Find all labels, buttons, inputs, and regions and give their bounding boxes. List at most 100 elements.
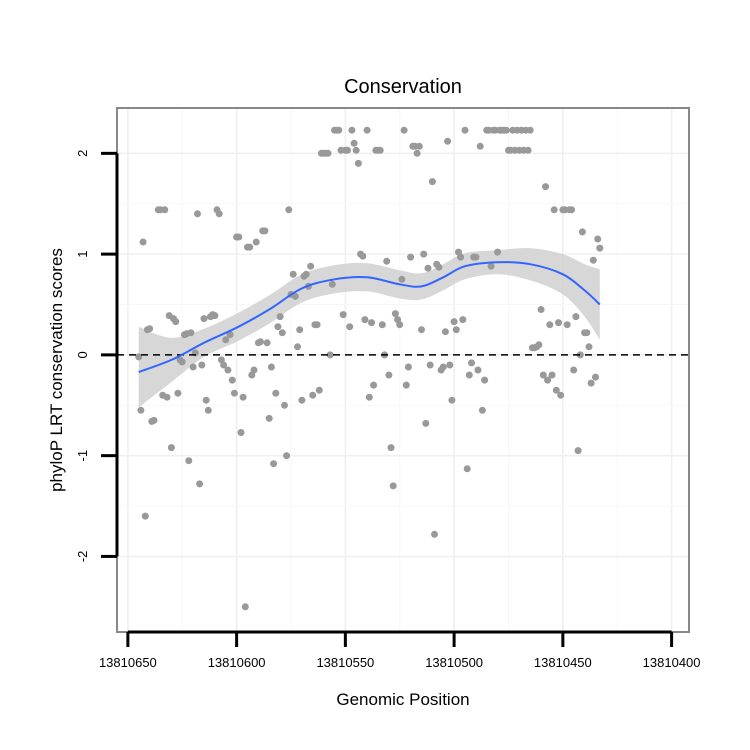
data-point: [272, 389, 280, 397]
data-point: [535, 341, 543, 349]
data-point: [465, 371, 473, 379]
y-axis-title: phyloP LRT conservation scores: [47, 248, 66, 492]
data-point: [274, 323, 282, 331]
data-point: [407, 253, 415, 261]
data-point: [350, 139, 358, 147]
data-point: [246, 243, 254, 251]
data-point: [592, 373, 599, 381]
data-point: [424, 264, 432, 272]
y-tick-label: -1: [75, 450, 90, 462]
data-point: [589, 256, 597, 264]
data-point: [391, 310, 399, 318]
data-point: [446, 361, 454, 369]
data-point: [376, 146, 384, 154]
data-point: [278, 329, 286, 337]
data-point: [252, 238, 260, 246]
data-point: [354, 159, 362, 167]
data-point: [302, 270, 310, 278]
data-point: [313, 321, 321, 329]
data-point: [257, 338, 264, 346]
data-point: [502, 126, 510, 134]
data-point: [400, 126, 408, 134]
data-point: [161, 206, 169, 214]
panel-border: [116, 107, 690, 633]
data-point: [422, 419, 430, 427]
data-point: [387, 444, 395, 452]
data-point: [396, 321, 404, 329]
data-point: [457, 253, 465, 261]
x-tick-label: 13810550: [316, 655, 374, 670]
y-tick-label: 1: [75, 250, 90, 257]
data-point: [539, 371, 547, 379]
data-point: [552, 386, 560, 394]
confidence-band-area: [138, 247, 600, 408]
data-point: [215, 210, 223, 218]
data-point: [198, 361, 206, 369]
data-point: [228, 376, 236, 384]
data-point: [415, 142, 423, 150]
data-point: [298, 396, 306, 404]
data-point: [557, 391, 565, 399]
data-point: [361, 316, 369, 324]
data-point: [187, 329, 195, 337]
confidence-band: [138, 247, 600, 408]
data-point: [294, 343, 301, 351]
data-point: [141, 512, 149, 520]
data-point: [224, 366, 232, 374]
data-point: [370, 381, 378, 389]
data-point: [368, 319, 375, 327]
data-point: [461, 126, 469, 134]
data-point: [378, 321, 386, 329]
data-point: [385, 371, 393, 379]
x-tick-label: 13810500: [425, 655, 483, 670]
data-point: [307, 262, 315, 270]
y-tick-label: -2: [75, 551, 90, 563]
x-tick-label: 13810450: [534, 655, 592, 670]
data-point: [537, 306, 545, 313]
data-point: [550, 206, 558, 214]
data-point: [296, 326, 304, 334]
data-point: [202, 396, 210, 404]
data-point: [404, 363, 412, 371]
data-point: [167, 444, 175, 452]
data-point: [426, 361, 434, 369]
data-point: [428, 178, 436, 186]
data-point: [363, 126, 371, 134]
data-point: [420, 250, 428, 258]
data-point: [150, 416, 158, 424]
x-tick-label: 13810400: [643, 655, 701, 670]
data-point: [365, 393, 373, 401]
data-point: [137, 406, 145, 414]
data-point: [359, 252, 367, 260]
data-point: [222, 336, 230, 344]
gridlines: [117, 108, 689, 632]
data-point: [289, 270, 297, 278]
smooth-curve: [138, 261, 601, 373]
data-point: [328, 280, 336, 288]
data-point: [196, 480, 204, 488]
data-point: [413, 149, 421, 157]
data-point: [348, 126, 356, 134]
y-tick-label: 2: [75, 150, 90, 157]
data-point: [194, 210, 201, 218]
data-point: [135, 353, 143, 361]
data-point: [146, 325, 154, 333]
data-point: [185, 457, 193, 465]
data-point: [463, 465, 471, 473]
data-point: [235, 233, 243, 241]
data-point: [444, 137, 452, 145]
data-point: [574, 447, 582, 455]
data-point: [459, 316, 467, 324]
data-point: [546, 321, 554, 329]
data-point: [563, 321, 571, 329]
data-point: [285, 206, 293, 214]
axes: 13810650 13810600 13810550 13810500 13810450…: [75, 150, 701, 670]
data-point: [570, 366, 578, 374]
data-point: [241, 603, 249, 611]
data-point: [452, 326, 460, 334]
data-point: [335, 126, 343, 134]
data-point: [346, 323, 354, 331]
data-points: [135, 126, 604, 611]
data-point: [435, 263, 443, 271]
x-tick-label: 13810600: [208, 655, 266, 670]
